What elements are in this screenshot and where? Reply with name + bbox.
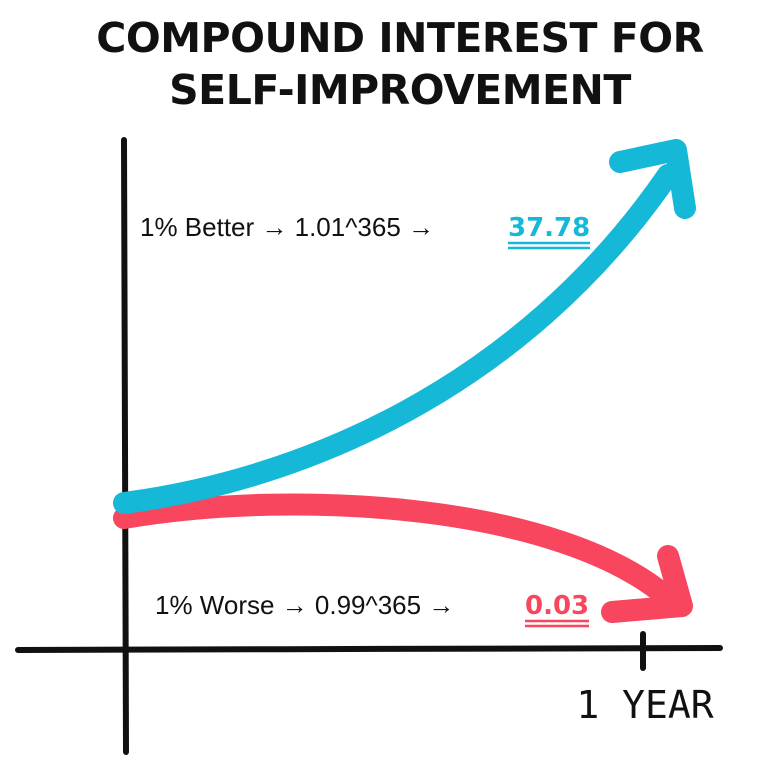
better-arrowhead bbox=[609, 139, 696, 219]
x-axis bbox=[15, 645, 723, 653]
better-annotation: 1% Better → 1.01^365 → 37.78 bbox=[140, 212, 590, 250]
series-1-worse bbox=[113, 493, 693, 623]
better-result-value: 37.78 bbox=[508, 213, 590, 243]
chart-title-line-1: COMPOUND INTEREST FOR bbox=[96, 14, 703, 62]
chart-title-line-2: SELF-IMPROVEMENT bbox=[169, 66, 631, 114]
worse-formula-label: 1% Worse → 0.99^365 → bbox=[155, 590, 454, 620]
better-formula-label: 1% Better → 1.01^365 → bbox=[140, 212, 434, 242]
worse-result-value: 0.03 bbox=[525, 591, 589, 621]
x-tick-label-1-year: 1 YEAR bbox=[576, 683, 713, 727]
better-curve bbox=[113, 164, 679, 514]
y-axis bbox=[121, 137, 129, 755]
worse-annotation: 1% Worse → 0.99^365 → 0.03 bbox=[155, 590, 589, 628]
series-0-better bbox=[113, 139, 696, 514]
worse-arrowhead bbox=[601, 545, 693, 623]
worse-curve bbox=[113, 493, 679, 609]
